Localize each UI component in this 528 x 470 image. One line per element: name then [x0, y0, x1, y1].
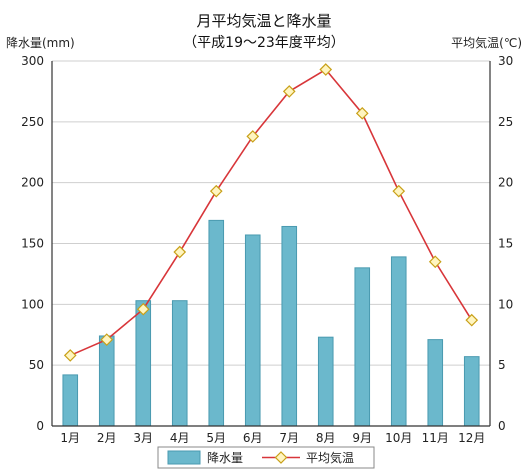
right-tick-label: 20 — [498, 176, 513, 190]
precipitation-bar — [62, 374, 79, 427]
grid — [52, 60, 490, 366]
legend-temperature-label: 平均気温 — [306, 450, 354, 465]
right-tick-label: 15 — [498, 237, 513, 251]
precipitation-bar — [244, 234, 261, 427]
right-tick-label: 25 — [498, 115, 513, 129]
temperature-point — [246, 130, 260, 143]
temperature-markers — [63, 63, 479, 362]
left-axis-label: 降水量(mm) — [6, 36, 75, 50]
x-tick-label: 1月 — [60, 431, 80, 445]
x-tick-label: 5月 — [206, 431, 226, 445]
temperature-polyline — [69, 68, 473, 357]
temperature-point — [63, 349, 77, 362]
x-tick-label: 7月 — [279, 431, 299, 445]
axes — [51, 61, 491, 427]
x-tick-label: 10月 — [385, 431, 412, 445]
temperature-point — [465, 313, 479, 327]
precipitation-bar — [281, 225, 298, 427]
left-tick-label: 0 — [36, 419, 44, 433]
right-axis-label: 平均気温(℃) — [451, 35, 522, 50]
precipitation-bar — [390, 256, 407, 427]
left-tick-label: 150 — [21, 237, 44, 251]
right-tick-label: 30 — [498, 54, 513, 68]
precipitation-bar — [135, 300, 152, 427]
x-tick-label: 9月 — [352, 431, 372, 445]
x-tick-label: 6月 — [243, 431, 263, 445]
temperature-point — [319, 63, 333, 76]
temperature-point — [355, 106, 369, 120]
x-tick-label: 2月 — [97, 431, 117, 445]
precipitation-bar — [98, 335, 115, 427]
x-tick-label: 4月 — [170, 431, 190, 445]
x-tick-label: 12月 — [458, 431, 485, 445]
precipitation-bar — [317, 336, 334, 427]
precipitation-bars — [62, 219, 480, 427]
temperature-point — [209, 184, 223, 198]
temperature-point — [428, 255, 442, 269]
chart-title: 月平均気温と降水量 — [196, 12, 331, 30]
legend: 降水量 平均気温 — [157, 446, 375, 469]
right-tick-label: 10 — [498, 297, 513, 311]
precipitation-bar — [171, 300, 188, 427]
tick-labels: 0 50 100 150 200 250 300 0 5 10 15 20 25 30 1月 2月 3月 4月 5月… — [21, 54, 513, 445]
temperature-point — [173, 245, 187, 259]
right-tick-label: 5 — [498, 358, 506, 372]
right-tick-label: 0 — [498, 419, 506, 433]
temperature-point — [282, 85, 296, 98]
temperature-point — [392, 184, 406, 198]
left-tick-label: 50 — [29, 358, 44, 372]
temperature-point — [100, 333, 114, 346]
temperature-line — [69, 68, 473, 357]
x-tick-label: 8月 — [316, 431, 336, 445]
temperature-point — [136, 302, 150, 316]
left-tick-label: 200 — [21, 176, 44, 190]
left-tick-label: 300 — [21, 54, 44, 68]
chart-subtitle: （平成19～23年度平均） — [183, 35, 345, 51]
legend-bar-swatch — [167, 450, 201, 465]
x-tick-label: 11月 — [422, 431, 449, 445]
left-tick-label: 250 — [21, 115, 44, 129]
precipitation-bar — [354, 267, 371, 427]
precipitation-bar — [208, 219, 225, 427]
precipitation-bar — [463, 356, 480, 427]
legend-diamond-marker — [274, 451, 288, 464]
x-tick-label: 3月 — [133, 431, 153, 445]
left-tick-label: 100 — [21, 297, 44, 311]
legend-precipitation-label: 降水量 — [207, 451, 243, 465]
precipitation-bar — [427, 339, 444, 427]
